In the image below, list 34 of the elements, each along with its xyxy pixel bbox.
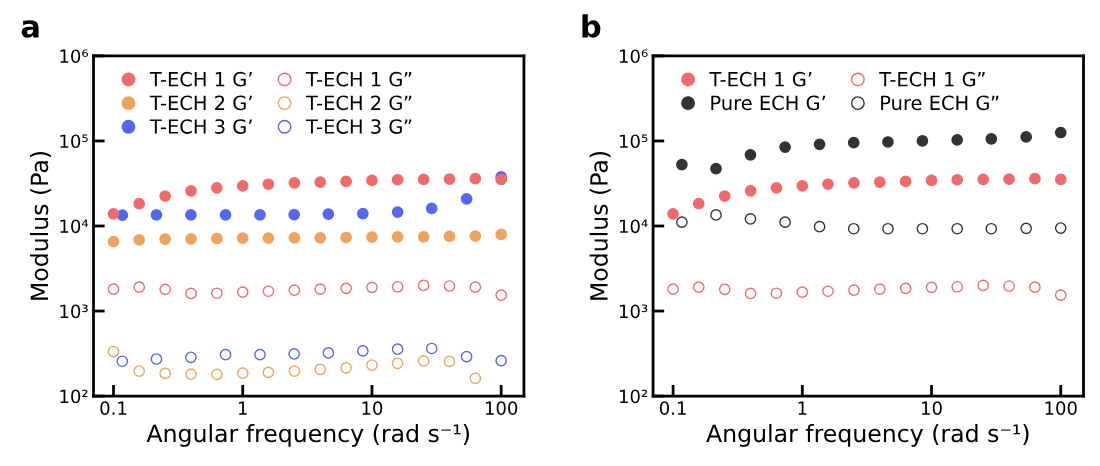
y-tick-label: 10⁴: [619, 219, 648, 234]
legend-label: T-ECH 1 G”: [305, 71, 412, 87]
x-tick-label: 10: [922, 401, 942, 415]
legend-label: T-ECH 1 G’: [709, 71, 812, 87]
legend-label: Pure ECH G”: [881, 95, 999, 111]
x-axis-title: Angular frequency (rad s⁻¹): [706, 423, 1029, 447]
y-axis-title: Modulus (Pa): [30, 151, 52, 300]
y-tick-label: 10⁴: [60, 219, 89, 234]
legend-label: T-ECH 2 G”: [305, 95, 412, 111]
y-tick-label: 10³: [619, 304, 648, 319]
y-tick-label: 10⁵: [619, 134, 648, 149]
chart-title: b: [582, 14, 601, 38]
y-tick-label: 10²: [60, 389, 88, 404]
legend-label: T-ECH 1 G”: [879, 71, 985, 87]
y-tick-label: 10⁵: [60, 134, 88, 149]
y-tick-label: 10⁶: [60, 49, 89, 64]
y-tick-label: 10³: [60, 304, 88, 319]
y-tick-label: 10²: [619, 389, 648, 404]
x-axis-title: Angular frequency (rad s⁻¹): [146, 423, 469, 447]
legend-label: T-ECH 2 G’: [149, 95, 252, 111]
x-tick-label: 10: [362, 401, 383, 415]
legend-label: Pure ECH G’: [711, 95, 826, 111]
legend-label: T-ECH 1 G’: [149, 71, 252, 87]
x-tick-label: 1: [798, 401, 807, 415]
legend-label: T-ECH 3 G”: [305, 119, 412, 134]
chart-title: a: [21, 20, 39, 38]
x-tick-label: 0.1: [659, 401, 686, 415]
legend-label: T-ECH 3 G’: [149, 119, 252, 134]
y-tick-label: 10⁶: [619, 49, 648, 64]
y-axis-title: Modulus (Pa): [589, 151, 611, 300]
x-tick-label: 100: [485, 401, 518, 415]
x-tick-label: 100: [1045, 401, 1077, 415]
x-tick-label: 1: [238, 401, 247, 415]
x-tick-label: 0.1: [100, 401, 127, 415]
